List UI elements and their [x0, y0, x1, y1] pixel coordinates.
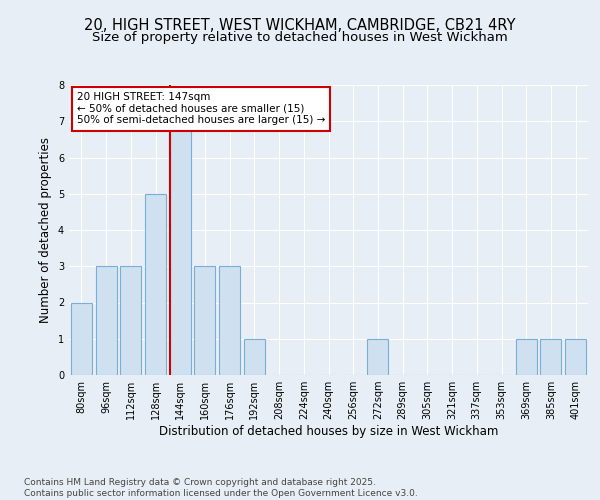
- Bar: [71, 302, 92, 375]
- Bar: [120, 266, 141, 375]
- Bar: [145, 194, 166, 375]
- Bar: [244, 339, 265, 375]
- Bar: [219, 266, 240, 375]
- Bar: [541, 339, 562, 375]
- Bar: [95, 266, 116, 375]
- Bar: [170, 121, 191, 375]
- Text: 20, HIGH STREET, WEST WICKHAM, CAMBRIDGE, CB21 4RY: 20, HIGH STREET, WEST WICKHAM, CAMBRIDGE…: [84, 18, 516, 32]
- Bar: [516, 339, 537, 375]
- Bar: [367, 339, 388, 375]
- Bar: [194, 266, 215, 375]
- Bar: [565, 339, 586, 375]
- Text: 20 HIGH STREET: 147sqm
← 50% of detached houses are smaller (15)
50% of semi-det: 20 HIGH STREET: 147sqm ← 50% of detached…: [77, 92, 325, 126]
- Text: Contains HM Land Registry data © Crown copyright and database right 2025.
Contai: Contains HM Land Registry data © Crown c…: [24, 478, 418, 498]
- X-axis label: Distribution of detached houses by size in West Wickham: Distribution of detached houses by size …: [159, 425, 498, 438]
- Text: Size of property relative to detached houses in West Wickham: Size of property relative to detached ho…: [92, 31, 508, 44]
- Y-axis label: Number of detached properties: Number of detached properties: [40, 137, 52, 323]
